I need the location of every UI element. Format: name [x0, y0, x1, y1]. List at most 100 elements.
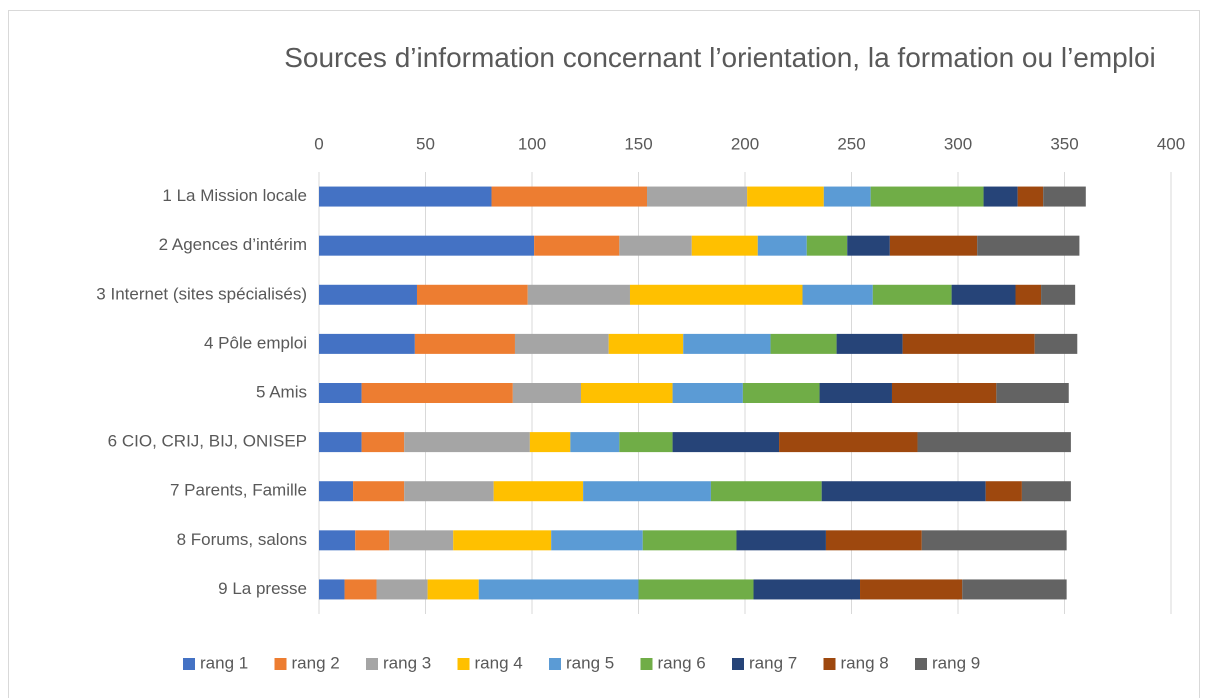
bar-segment	[860, 579, 963, 600]
bar-segment	[493, 481, 584, 502]
y-tick-label: 5 Amis	[256, 382, 307, 401]
x-tick-label: 250	[837, 134, 865, 153]
bar-segment	[551, 530, 643, 551]
bar-segment	[983, 186, 1018, 207]
bar-segment	[753, 579, 861, 600]
bar-segment	[823, 186, 871, 207]
bar-segment	[453, 530, 552, 551]
chart-border	[8, 10, 1200, 698]
bar-segment	[404, 481, 494, 502]
bar-segment	[491, 186, 648, 207]
bar-segment	[779, 432, 918, 453]
bar-segment	[872, 284, 952, 305]
bar-segment	[1043, 186, 1086, 207]
bar-segment	[319, 284, 417, 305]
x-tick-label: 400	[1157, 134, 1185, 153]
legend-label: rang 2	[292, 653, 340, 672]
bar-segment	[1017, 186, 1044, 207]
bar-segment	[319, 235, 535, 256]
x-tick-label: 150	[624, 134, 652, 153]
legend-swatch	[640, 658, 653, 670]
bar-segment	[891, 383, 997, 403]
legend-swatch	[549, 658, 561, 670]
bar-segment	[747, 186, 824, 207]
bar-segment	[819, 383, 892, 403]
x-tick-label: 350	[1050, 134, 1078, 153]
bar-segment	[742, 383, 820, 403]
bar-segment	[319, 530, 356, 551]
y-tick-label: 1 La Mission locale	[162, 186, 307, 205]
bar-segment	[691, 235, 758, 256]
legend-label: rang 7	[749, 653, 797, 672]
x-tick-label: 300	[944, 134, 972, 153]
bar-segment	[608, 333, 684, 354]
bar-segment	[647, 186, 748, 207]
bar-segment	[319, 383, 362, 403]
bar-segment	[921, 530, 1067, 551]
bar-segment	[825, 530, 922, 551]
y-tick-label: 2 Agences d’intérim	[159, 235, 307, 254]
legend-label: rang 4	[475, 653, 523, 672]
bar-segment	[414, 333, 515, 354]
bar-segment	[361, 383, 513, 403]
bar-segment	[478, 579, 639, 600]
bar-segment	[889, 235, 978, 256]
bar-segment	[683, 333, 771, 354]
bar-segment	[416, 284, 528, 305]
bar-segment	[1034, 333, 1078, 354]
bar-segment	[353, 481, 405, 502]
bar-segment	[710, 481, 822, 502]
bar-segment	[672, 432, 780, 453]
y-tick-label: 6 CIO, CRIJ, BIJ, ONISEP	[108, 432, 307, 451]
y-tick-label: 4 Pôle emploi	[204, 333, 307, 352]
legend-label: rang 5	[566, 653, 614, 672]
x-tick-label: 50	[416, 134, 435, 153]
bar-segment	[404, 432, 530, 453]
legend-label: rang 6	[658, 653, 706, 672]
bar-segment	[870, 186, 984, 207]
bar-segment	[355, 530, 390, 551]
bar-segment	[1041, 284, 1076, 305]
bar-segment	[619, 432, 673, 453]
bar-segment	[529, 432, 571, 453]
y-tick-label: 7 Parents, Famille	[170, 481, 307, 500]
bar-segment	[427, 579, 479, 600]
bar-segment	[361, 432, 405, 453]
legend-swatch	[732, 658, 744, 670]
bar-segment	[580, 383, 673, 403]
x-tick-label: 200	[731, 134, 759, 153]
legend-label: rang 1	[200, 653, 248, 672]
bar-segment	[847, 235, 890, 256]
legend-label: rang 9	[932, 653, 980, 672]
bar-segment	[802, 284, 873, 305]
bar-segment	[962, 579, 1067, 600]
bar-segment	[319, 333, 415, 354]
bar-segment	[534, 235, 620, 256]
bar-segment	[512, 383, 581, 403]
bar-segment	[319, 432, 362, 453]
bar-segment	[821, 481, 986, 502]
bar-segment	[902, 333, 1035, 354]
legend-swatch	[366, 658, 378, 670]
bar-segment	[629, 284, 803, 305]
bar-segment	[642, 530, 737, 551]
bar-segment	[344, 579, 377, 600]
bar-segment	[527, 284, 630, 305]
bar-segment	[319, 186, 492, 207]
bar-segment	[319, 481, 354, 502]
bar-segment	[1015, 284, 1042, 305]
legend-label: rang 8	[841, 653, 889, 672]
bar-segment	[376, 579, 428, 600]
bar-segment	[319, 579, 345, 600]
bar-segment	[770, 333, 837, 354]
bar-segment	[672, 383, 743, 403]
bar-segment	[736, 530, 826, 551]
bar-segment	[917, 432, 1071, 453]
bar-segment	[996, 383, 1069, 403]
x-tick-label: 0	[314, 134, 323, 153]
bar-segment	[977, 235, 1080, 256]
bar-segment	[619, 235, 692, 256]
legend-swatch	[823, 658, 836, 670]
chart-title: Sources d’information concernant l’orien…	[284, 42, 1156, 73]
